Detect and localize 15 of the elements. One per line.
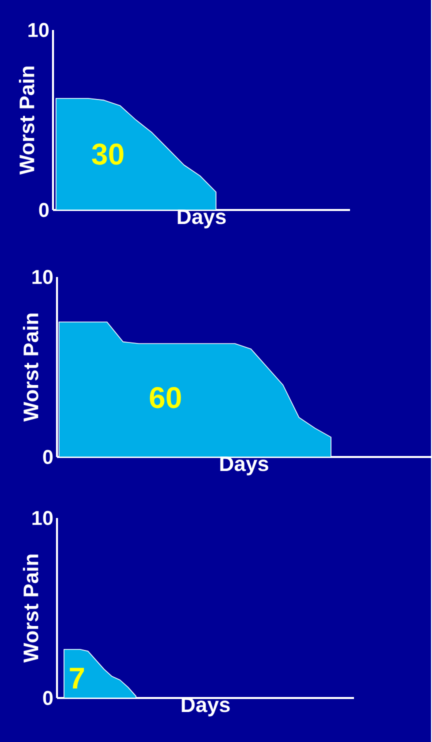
annotation: 60	[150, 386, 181, 408]
y-axis-title: Worst Pain	[18, 66, 34, 175]
annotation: 30	[92, 144, 124, 165]
y-tick-label: 0	[43, 690, 53, 706]
y-tick-label: 0	[43, 450, 53, 464]
y-tick-label: 10	[32, 510, 53, 526]
annotation: 7	[70, 668, 84, 689]
x-axis-title: Days	[182, 698, 230, 716]
x-axis-title: Days	[220, 456, 268, 476]
y-axis-title: Worst Pain	[22, 554, 38, 663]
y-axis-title: Worst Pain	[22, 314, 38, 422]
y-tick-label: 10	[32, 270, 53, 284]
x-axis-title: Days	[178, 210, 226, 228]
y-tick-label: 0	[39, 202, 49, 218]
y-tick-label: 10	[28, 22, 49, 38]
